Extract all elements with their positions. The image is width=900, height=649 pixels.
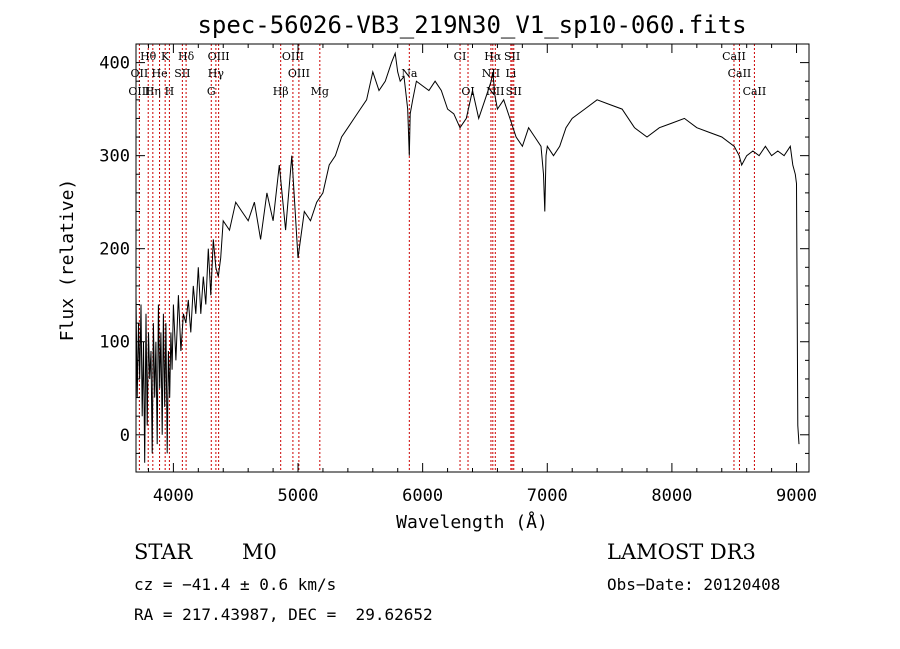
spectral-line-label: SII — [174, 67, 190, 80]
redshift-cz: cz = −41.4 ± 0.6 km/s — [134, 575, 337, 594]
spectral-line-label: NII — [482, 67, 500, 80]
spectral-line-label: OIII — [128, 85, 150, 98]
obs-date: Obs−Date: 20120408 — [607, 575, 781, 594]
object-class: STAR — [134, 540, 193, 564]
x-tick-label: 4000 — [153, 486, 194, 506]
ra-dec-coordinates: RA = 217.43987, DEC = 29.62652 — [134, 605, 433, 624]
chart-title: spec-56026-VB3_219N30_V1_sp10-060.fits — [197, 11, 746, 39]
y-tick-label: 0 — [120, 426, 130, 446]
y-tick-label: 300 — [99, 147, 130, 167]
spectral-line-label: He — [152, 67, 168, 80]
spectral-line-label: CaII — [728, 67, 752, 80]
survey-name: LAMOST DR3 — [607, 540, 756, 564]
spectral-line-label: SII — [506, 85, 522, 98]
spectral-line-label: G — [207, 85, 216, 98]
spectral-line-label: Na — [401, 67, 418, 80]
spectral-line-label: H — [165, 85, 175, 98]
flux-series-line — [135, 51, 800, 463]
spectral-line-label: Hα — [484, 50, 502, 63]
plot-frame — [135, 43, 810, 473]
spectral-line-label: K — [161, 50, 170, 63]
object-subclass: M0 — [242, 540, 277, 564]
spectral-line-label: CaII — [743, 85, 767, 98]
y-tick-label: 200 — [99, 240, 130, 260]
y-axis-label: Flux (relative) — [57, 179, 78, 342]
x-axis-label: Wavelength (Å) — [396, 511, 548, 533]
spectral-line-label: CI — [454, 50, 467, 63]
spectral-line-label: Mg — [311, 85, 329, 98]
spectral-line-label: SII — [504, 50, 520, 63]
spectral-line-label: OIII — [288, 67, 310, 80]
x-tick-label: 6000 — [402, 486, 443, 506]
spectral-line-label: Hγ — [208, 67, 225, 80]
y-tick-label: 400 — [99, 54, 130, 74]
spectral-line-label: OIII — [208, 50, 230, 63]
x-tick-label: 9000 — [776, 486, 817, 506]
spectral-line-label: Hθ — [140, 50, 157, 63]
axis-ticks: 4000 5000 6000 7000 8000 9000 0 100 200 300 400 — [99, 43, 817, 506]
spectral-line-markers — [138, 44, 755, 472]
x-tick-label: 7000 — [527, 486, 568, 506]
spectral-line-label: Hδ — [178, 50, 195, 63]
y-tick-label: 100 — [99, 333, 130, 353]
spectral-line-label: Hη — [145, 85, 161, 98]
spectral-line-label: OIII — [282, 50, 304, 63]
spectral-line-label: OII — [131, 67, 149, 80]
spectral-line-label: CaII — [722, 50, 746, 63]
spectral-line-label: NII — [486, 85, 504, 98]
spectral-line-label: Hβ — [273, 85, 289, 98]
x-tick-label: 5000 — [278, 486, 319, 506]
x-tick-label: 8000 — [651, 486, 692, 506]
spectral-line-label: Li — [505, 67, 516, 80]
